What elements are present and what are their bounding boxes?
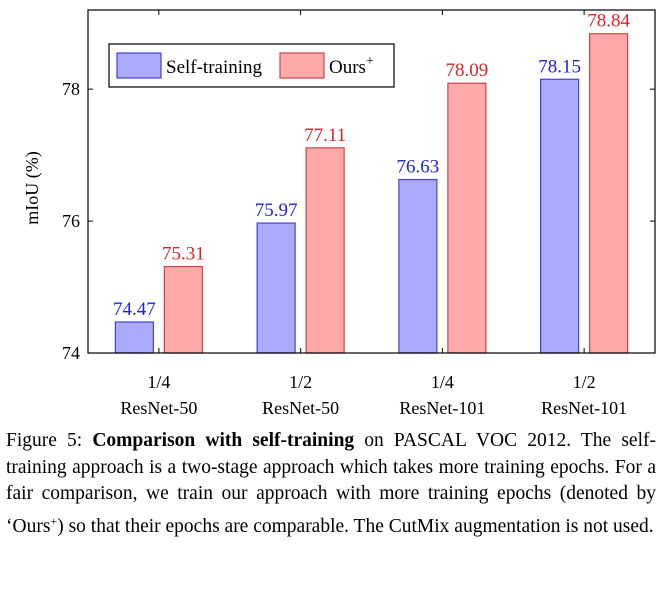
x-tick-labels: 1/4 ResNet-50 1/2 ResNet-50 1/4 ResNet-101 1/2… <box>120 372 627 418</box>
value-label-ours-2: 78.09 <box>446 60 489 81</box>
value-labels: 74.47 75.31 75.97 77.11 76.63 78.09 78.15 78.84 <box>113 11 631 320</box>
bar-ours-3 <box>589 33 629 354</box>
y-tick-label-76: 76 <box>62 211 80 231</box>
legend-swatch-ours <box>279 52 325 79</box>
x-tick-label-backbone-1: ResNet-50 <box>262 398 339 418</box>
caption-text-1: on PASCAL VOC 2012. The self-training ap… <box>6 430 656 537</box>
bar-ours-1 <box>305 147 345 354</box>
bar-ours-2 <box>447 82 487 354</box>
value-label-self-training-2: 76.63 <box>397 157 440 178</box>
x-tick-label-backbone-0: ResNet-50 <box>120 398 197 418</box>
legend-label-self-training: Self-training <box>166 57 263 78</box>
y-tick-labels: 74 76 78 <box>62 79 80 363</box>
bar-ours-0 <box>163 265 203 354</box>
x-tick-label-ratio-2: 1/4 <box>431 372 454 392</box>
caption-text-2: ) so that their epochs are comparable. T… <box>57 515 654 537</box>
value-label-ours-3: 78.84 <box>587 11 630 32</box>
bar-self-training-2 <box>398 178 438 354</box>
x-tick-label-ratio-0: 1/4 <box>147 372 170 392</box>
value-label-ours-0: 75.31 <box>162 244 205 265</box>
plot-frame <box>87 9 656 354</box>
y-axis-label: mIoU (%) <box>22 151 43 224</box>
value-label-self-training-0: 74.47 <box>113 299 156 320</box>
bar-self-training-0 <box>114 321 154 354</box>
legend: Self-training Ours+ <box>108 43 395 88</box>
caption-bold: Comparison with self-training <box>92 430 355 451</box>
x-tick-label-backbone-3: ResNet-101 <box>541 398 627 418</box>
legend-label-ours-text: Ours <box>329 57 366 78</box>
y-tick-label-78: 78 <box>62 79 80 99</box>
bars <box>114 33 629 354</box>
legend-label-ours: Ours+ <box>329 54 374 78</box>
value-label-ours-1: 77.11 <box>304 125 346 146</box>
bar-chart: 74.47 75.31 75.97 77.11 76.63 78.09 78.15 78.84… <box>22 9 656 418</box>
figure-caption: Figure 5: Comparison with self-training … <box>6 428 656 540</box>
legend-swatch-self-training <box>116 52 162 79</box>
x-tick-label-ratio-1: 1/2 <box>289 372 312 392</box>
bar-self-training-3 <box>540 78 580 354</box>
y-tick-label-74: 74 <box>62 343 80 363</box>
bar-self-training-1 <box>256 222 296 354</box>
axis-ticks <box>88 10 655 354</box>
x-tick-label-backbone-2: ResNet-101 <box>399 398 485 418</box>
caption-sup: + <box>50 513 58 528</box>
legend-label-ours-sup: + <box>366 54 374 69</box>
value-label-self-training-1: 75.97 <box>255 200 298 221</box>
caption-label: Figure 5: <box>6 430 83 451</box>
x-tick-label-ratio-3: 1/2 <box>573 372 596 392</box>
value-label-self-training-3: 78.15 <box>538 56 581 77</box>
